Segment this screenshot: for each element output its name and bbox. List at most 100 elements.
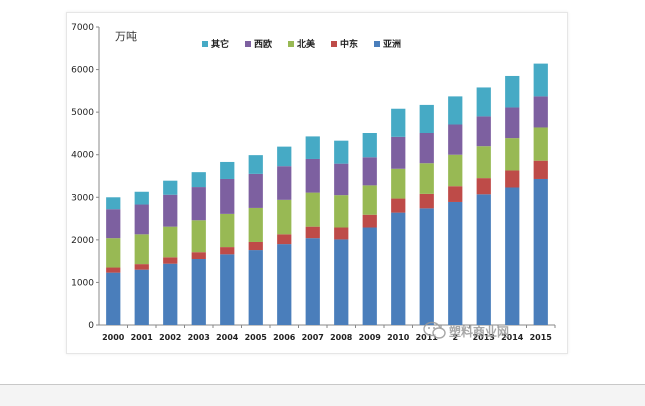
- bar-segment: [419, 208, 434, 325]
- bar-segment: [505, 187, 520, 325]
- bar-segment: [248, 241, 263, 251]
- x-tick-label: 2013: [473, 333, 495, 342]
- x-tick-label: 2005: [245, 333, 268, 342]
- bar-segment: [191, 187, 206, 221]
- x-tick-label: 2009: [359, 333, 382, 342]
- bar-segment: [391, 168, 406, 199]
- x-tick-label: 2000: [102, 333, 125, 342]
- bottom-divider: [0, 384, 645, 385]
- bar-segment: [533, 178, 548, 325]
- unit-label: 万吨: [115, 30, 137, 43]
- bar-segment: [419, 133, 434, 164]
- bar-segment: [362, 214, 377, 228]
- bar-segment: [277, 199, 292, 235]
- bar-segment: [448, 154, 463, 187]
- bar-segment: [305, 238, 320, 325]
- legend-label: 北美: [297, 38, 316, 50]
- bar-segment: [476, 116, 491, 147]
- bar-segment: [134, 234, 149, 265]
- bar-segment: [163, 226, 178, 258]
- bar-segment: [305, 158, 320, 193]
- legend-swatch: [331, 41, 337, 47]
- x-tick-label: 2001: [131, 333, 154, 342]
- bar-segment: [163, 257, 178, 264]
- bar-segment: [220, 254, 235, 325]
- legend-label: 其它: [211, 38, 229, 50]
- x-tick-label: 2014: [501, 333, 524, 342]
- bar-segment: [476, 194, 491, 325]
- bar-segment: [163, 263, 178, 325]
- x-tick-label: 2010: [387, 333, 410, 342]
- wechat-icon: [423, 321, 446, 339]
- bar-segment: [334, 140, 349, 164]
- chart-frame: 0 1000 2000 3000 4000 5000 6000 7000 2000 2001 200…: [66, 12, 568, 354]
- bar-segment: [277, 244, 292, 325]
- bar-segment: [134, 269, 149, 325]
- x-tick-label: 2003: [188, 333, 210, 342]
- bar-segment: [191, 220, 206, 253]
- bar-segment: [248, 250, 263, 325]
- bar-segment: [248, 173, 263, 208]
- legend-swatch: [288, 41, 294, 47]
- y-tick-label: 6000: [71, 66, 94, 76]
- bar-segment: [191, 259, 206, 325]
- y-tick-label: 7000: [71, 23, 94, 33]
- bar-segment: [391, 198, 406, 213]
- bar-segment: [220, 161, 235, 179]
- bar-segment: [106, 209, 121, 239]
- bar-segment: [533, 96, 548, 128]
- x-tick-label: 2015: [530, 333, 553, 342]
- bar-segment: [191, 172, 206, 188]
- bar-segment: [248, 207, 263, 242]
- bar-segment: [334, 239, 349, 325]
- bar-segment: [305, 226, 320, 239]
- bar-segment: [391, 136, 406, 169]
- legend-label: 亚洲: [383, 39, 401, 50]
- bar-segment: [533, 160, 548, 179]
- bar-segment: [305, 192, 320, 227]
- bar-segment: [106, 272, 121, 325]
- watermark-text: 塑料商业网: [449, 324, 509, 339]
- bar-segment: [419, 104, 434, 134]
- bar-segment: [277, 234, 292, 245]
- x-tick-label: 2002: [159, 333, 181, 342]
- bar-segment: [163, 180, 178, 195]
- watermark: 塑料商业网: [423, 321, 509, 339]
- bar-segment: [191, 252, 206, 260]
- bar-segment: [248, 155, 263, 174]
- bar-segment: [505, 75, 520, 108]
- bar-segment: [134, 191, 149, 205]
- bar-segment: [448, 186, 463, 202]
- bar-segment: [362, 157, 377, 186]
- legend-label: 西欧: [254, 38, 272, 50]
- bar-segment: [134, 204, 149, 235]
- bar-segment: [533, 63, 548, 97]
- bars: [106, 63, 548, 325]
- bar-segment: [134, 264, 149, 270]
- x-tick-label: 2: [452, 333, 458, 342]
- bar-segment: [391, 108, 406, 137]
- x-tick-label: 2006: [273, 333, 296, 342]
- x-tick-label: 2007: [302, 333, 324, 342]
- stacked-bar-chart: 0 1000 2000 3000 4000 5000 6000 7000 2000 2001 200…: [71, 23, 556, 342]
- bar-segment: [334, 195, 349, 228]
- x-tick-label: 2008: [330, 333, 353, 342]
- bar-segment: [448, 201, 463, 325]
- bar-segment: [448, 96, 463, 125]
- bar-segment: [106, 267, 121, 273]
- bar-segment: [106, 238, 121, 268]
- bottom-bar: [0, 385, 645, 406]
- bar-segment: [419, 163, 434, 194]
- bar-segment: [505, 138, 520, 171]
- x-tick-label: 2004: [216, 333, 239, 342]
- legend-swatch: [245, 41, 251, 47]
- bar-segment: [533, 127, 548, 161]
- bar-segment: [362, 185, 377, 215]
- bar-segment: [419, 193, 434, 209]
- bar-segment: [277, 146, 292, 167]
- legend: 其它 西欧 北美 中东 亚洲: [202, 38, 401, 50]
- bar-segment: [391, 212, 406, 325]
- y-tick-label: 0: [88, 321, 94, 331]
- bar-segment: [334, 163, 349, 196]
- bar-segment: [476, 87, 491, 117]
